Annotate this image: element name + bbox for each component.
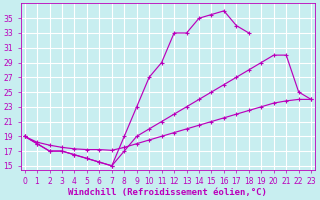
X-axis label: Windchill (Refroidissement éolien,°C): Windchill (Refroidissement éolien,°C)	[68, 188, 267, 197]
